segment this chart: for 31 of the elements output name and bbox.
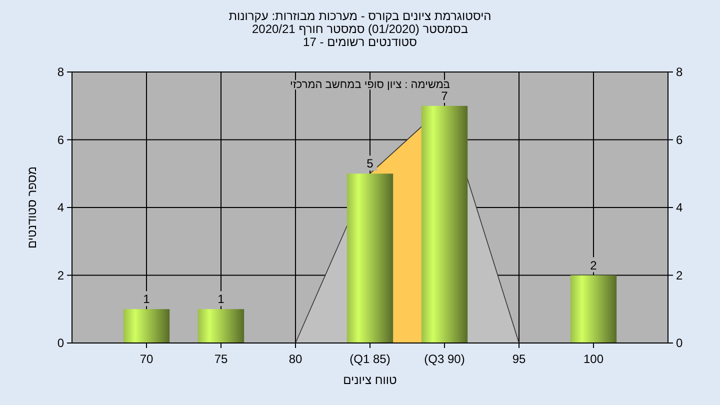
data-label: 5 (366, 156, 374, 171)
bar (123, 309, 170, 343)
x-tick-label: 95 (512, 352, 526, 366)
y-tick-label: 6 (57, 132, 64, 147)
chart-title: היסטוגרמת ציונים בקורס - מערכות מבוזרות: עקרונות (228, 9, 492, 23)
data-label: 1 (218, 292, 225, 306)
y2-tick-label: 6 (676, 132, 683, 147)
x-tick-label: 75 (214, 352, 228, 366)
chart-subtitle: בסמסטר (01/2020) סמסטר חורף 2020/21 סטודנטים רשומים - 17 (252, 22, 468, 49)
y-tick-label: 4 (57, 200, 64, 214)
bar (570, 275, 617, 343)
data-label: 2 (590, 258, 598, 272)
y-axis-title: מספר סטודנטים (25, 166, 39, 249)
x-axis-title: טווח ציונים (343, 373, 398, 387)
x-tick-label: (Q3 90) (424, 352, 465, 366)
x-tick-label: 70 (140, 352, 154, 366)
data-label: 7 (441, 88, 448, 103)
y2-tick-label: 0 (676, 336, 683, 350)
x-tick-label: 80 (288, 352, 302, 366)
y-tick-label: 2 (57, 268, 64, 282)
y-tick-label: 0 (57, 336, 64, 350)
y-tick-label: 8 (57, 65, 64, 79)
bar (198, 309, 244, 343)
bar (346, 174, 394, 343)
y2-tick-label: 8 (676, 65, 683, 79)
bar (421, 106, 468, 343)
x-tick-label: (Q1 85) (350, 352, 390, 366)
y2-tick-label: 4 (676, 200, 683, 214)
x-tick-label: 100 (583, 352, 604, 366)
data-label: 1 (143, 292, 150, 306)
y2-tick-label: 2 (676, 268, 683, 282)
